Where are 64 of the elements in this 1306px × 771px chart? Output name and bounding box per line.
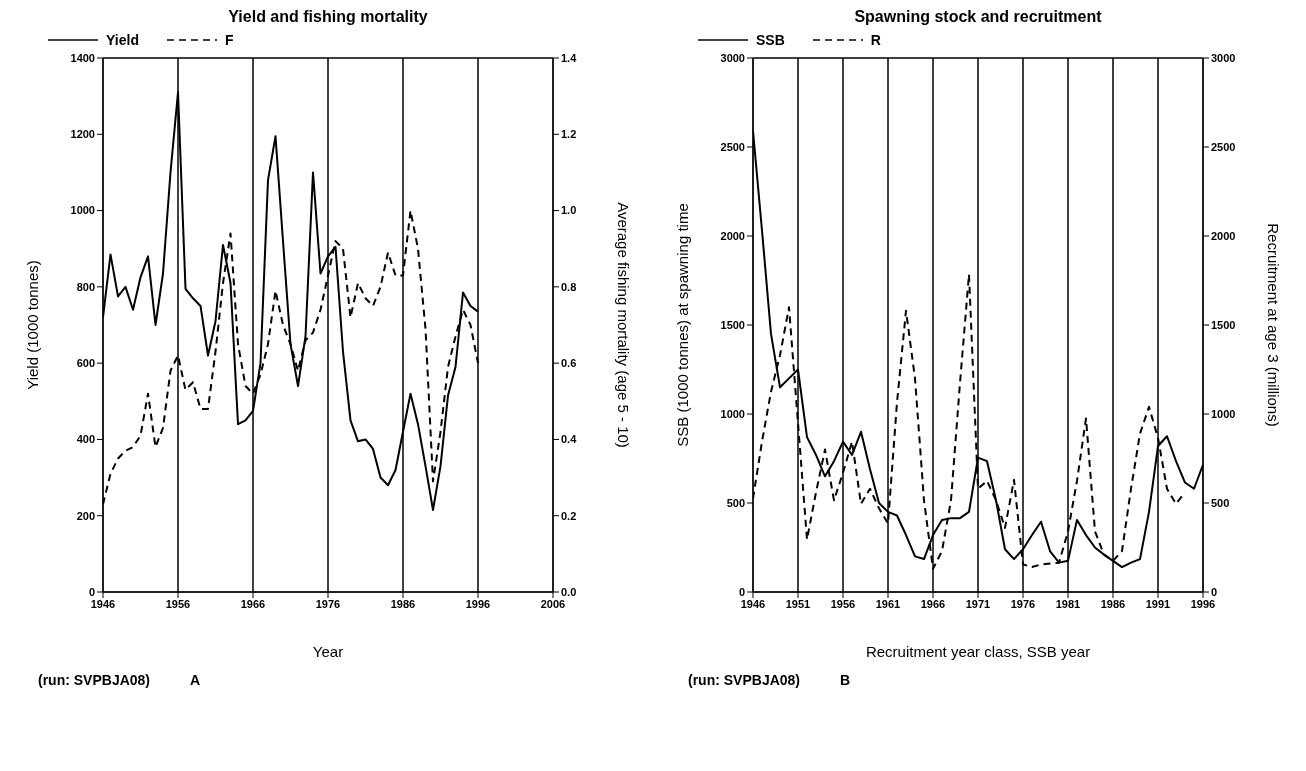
x-axis-title: Recruitment year class, SSB year <box>865 643 1091 660</box>
legend-label: Yield <box>106 32 139 48</box>
y2-axis-title: Recruitment at age 3 (millions) <box>1264 223 1282 427</box>
chart-title: Yield and fishing mortality <box>227 8 429 27</box>
y2-tick-label: 0.4 <box>561 433 578 446</box>
text: (run: SVPBJA08) <box>38 672 151 688</box>
y2-tick-label: 2000 <box>1211 229 1236 242</box>
y2-tick-label: 1000 <box>1211 407 1236 420</box>
legend-label: F <box>224 32 234 48</box>
x-tick-label: 1966 <box>920 597 946 610</box>
x-tick-label: 1986 <box>390 597 416 610</box>
x-tick-label: 1991 <box>1145 597 1171 610</box>
y-tick-label: 1200 <box>70 128 95 141</box>
y-tick-label: 2000 <box>720 229 745 242</box>
x-tick-label: 1966 <box>240 597 266 610</box>
y2-tick-label: 0.8 <box>561 280 577 293</box>
x-tick-label: 1946 <box>740 597 766 610</box>
y2-axis-title: Average fishing mortality (age 5 - 10) <box>614 202 632 448</box>
y-axis-title: Yield (1000 tonnes) <box>24 260 42 390</box>
y-tick-label: 1000 <box>720 407 745 420</box>
text: A <box>190 672 201 688</box>
x-tick-label: 1956 <box>830 597 856 610</box>
y2-tick-label: 0.2 <box>561 509 577 522</box>
y-tick-label: 200 <box>76 509 95 522</box>
y2-tick-label: 0 <box>1211 585 1218 598</box>
y2-tick-label: 3000 <box>1211 51 1236 64</box>
x-tick-label: 1976 <box>315 597 341 610</box>
x-tick-label: 1956 <box>165 597 191 610</box>
y2-tick-label: 1.2 <box>561 128 577 141</box>
x-tick-label: 1996 <box>1190 597 1216 610</box>
x-tick-label: 1971 <box>965 597 991 610</box>
x-tick-label: 1951 <box>785 597 811 610</box>
y-tick-label: 800 <box>76 280 95 293</box>
x-tick-label: 1996 <box>465 597 491 610</box>
y2-tick-label: 1.0 <box>561 204 577 217</box>
y2-tick-label: 500 <box>1211 496 1230 509</box>
x-tick-label: 1986 <box>1100 597 1126 610</box>
y-tick-label: 0 <box>88 585 95 598</box>
y2-tick-label: 0.0 <box>561 585 577 598</box>
y-tick-label: 3000 <box>720 51 745 64</box>
y2-tick-label: 1500 <box>1211 318 1236 331</box>
x-tick-label: 1976 <box>1010 597 1036 610</box>
x-axis-title: Year <box>312 643 344 660</box>
legend-label: SSB <box>756 32 785 48</box>
y-tick-label: 0 <box>738 585 745 598</box>
y2-tick-label: 1.4 <box>561 51 578 64</box>
text: B <box>840 672 851 688</box>
y-tick-label: 600 <box>76 357 95 370</box>
x-tick-label: 1946 <box>90 597 116 610</box>
x-tick-label: 2006 <box>540 597 566 610</box>
y-tick-label: 1500 <box>720 318 745 331</box>
y-axis-title: SSB (1000 tonnes) at spawning time <box>674 203 692 447</box>
x-tick-label: 1961 <box>875 597 901 610</box>
x-tick-label: 1981 <box>1055 597 1081 610</box>
y2-tick-label: 2500 <box>1211 140 1236 153</box>
chart-title: Spawning stock and recruitment <box>853 8 1103 27</box>
legend-label: R <box>870 32 881 48</box>
y-tick-label: 2500 <box>720 140 745 153</box>
y-tick-label: 400 <box>76 433 95 446</box>
y2-tick-label: 0.6 <box>561 357 577 370</box>
y-tick-label: 1400 <box>70 51 95 64</box>
y-tick-label: 500 <box>726 496 745 509</box>
y-tick-label: 1000 <box>70 204 95 217</box>
text: (run: SVPBJA08) <box>688 672 801 688</box>
